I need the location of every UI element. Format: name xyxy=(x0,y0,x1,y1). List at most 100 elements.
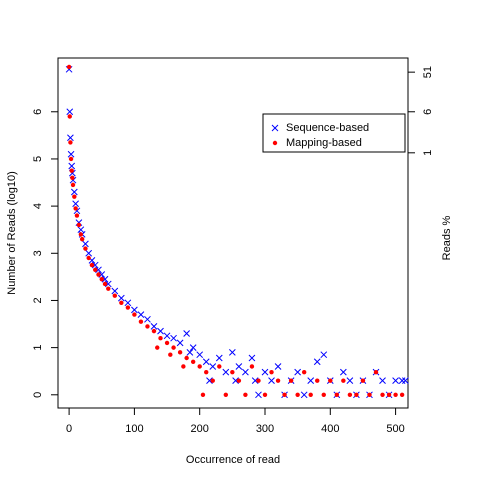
point-stroke xyxy=(392,377,399,384)
point-stroke xyxy=(131,306,138,314)
point-stroke xyxy=(170,334,177,342)
legend-marker xyxy=(271,124,279,132)
point xyxy=(68,140,73,145)
point xyxy=(210,378,215,383)
point xyxy=(70,182,76,188)
point xyxy=(347,392,353,397)
point xyxy=(202,358,210,366)
x-tick-label: 200 xyxy=(191,423,209,435)
point xyxy=(102,281,108,287)
point xyxy=(294,368,301,376)
point xyxy=(328,378,333,383)
point-stroke xyxy=(88,257,96,264)
point-stroke xyxy=(67,150,75,158)
point xyxy=(334,392,340,397)
point xyxy=(251,377,259,384)
point xyxy=(144,315,151,323)
point-stroke xyxy=(73,207,81,215)
point-stroke xyxy=(235,363,243,370)
point xyxy=(206,377,213,384)
point xyxy=(308,392,313,397)
y-tick-label: 3 xyxy=(32,250,44,256)
point xyxy=(68,162,76,170)
point xyxy=(95,266,102,274)
x-tick-label: 100 xyxy=(125,423,143,435)
point-stroke xyxy=(111,287,119,295)
point xyxy=(228,348,236,356)
point-stroke xyxy=(232,377,239,384)
point xyxy=(111,287,119,295)
point-stroke xyxy=(101,275,109,283)
point xyxy=(215,354,223,362)
point xyxy=(176,339,184,347)
point xyxy=(66,108,74,116)
point xyxy=(72,194,77,199)
point xyxy=(307,377,315,384)
point-stroke xyxy=(398,377,406,384)
point xyxy=(249,364,255,369)
y2-axis-label: Reads % xyxy=(441,215,453,260)
point xyxy=(74,213,80,218)
point-stroke xyxy=(255,391,262,399)
point xyxy=(268,377,275,384)
point xyxy=(248,354,256,362)
point xyxy=(288,378,294,383)
point xyxy=(73,206,78,211)
point xyxy=(106,286,111,291)
point xyxy=(72,200,79,208)
point xyxy=(341,378,346,383)
x-tick-label: 400 xyxy=(321,423,339,435)
point xyxy=(315,378,320,383)
point xyxy=(346,377,354,384)
point-stroke xyxy=(186,348,194,356)
point-stroke xyxy=(124,299,132,307)
y-tick-label: 5 xyxy=(32,156,44,162)
point-stroke xyxy=(209,363,217,370)
point-stroke xyxy=(183,330,190,337)
point-stroke xyxy=(300,391,308,399)
point xyxy=(164,340,170,346)
point xyxy=(392,377,399,384)
point xyxy=(66,64,72,70)
point-stroke xyxy=(251,377,259,384)
point xyxy=(78,232,84,237)
point xyxy=(171,345,176,350)
point xyxy=(402,377,409,384)
point-stroke xyxy=(340,368,347,376)
point-stroke xyxy=(69,169,76,177)
point xyxy=(197,364,202,369)
point xyxy=(256,378,261,383)
legend-marker xyxy=(272,140,278,146)
point-stroke xyxy=(346,377,354,384)
point xyxy=(354,392,359,397)
plot-box xyxy=(57,57,409,409)
point xyxy=(255,391,262,399)
x-tick-label: 0 xyxy=(66,423,72,435)
point xyxy=(70,188,78,196)
point-stroke xyxy=(68,162,76,170)
point xyxy=(145,324,150,329)
point-stroke xyxy=(196,351,204,359)
point-stroke xyxy=(77,226,85,234)
point xyxy=(398,377,406,384)
legend: Sequence-based Mapping-based xyxy=(262,113,406,153)
point-stroke xyxy=(70,188,78,196)
point xyxy=(189,344,197,351)
y-tick-label: 1 xyxy=(32,345,44,351)
point-stroke xyxy=(320,351,328,359)
point-stroke xyxy=(176,339,184,347)
point xyxy=(275,378,281,383)
point-stroke xyxy=(215,354,223,362)
point xyxy=(360,378,366,383)
point xyxy=(77,226,85,234)
point xyxy=(223,392,229,397)
point-stroke xyxy=(157,327,164,335)
point-stroke xyxy=(402,377,409,384)
y2-tick-label: 51 xyxy=(422,66,434,78)
point xyxy=(190,359,196,364)
point xyxy=(177,350,183,355)
point xyxy=(380,392,385,397)
point xyxy=(89,262,95,268)
